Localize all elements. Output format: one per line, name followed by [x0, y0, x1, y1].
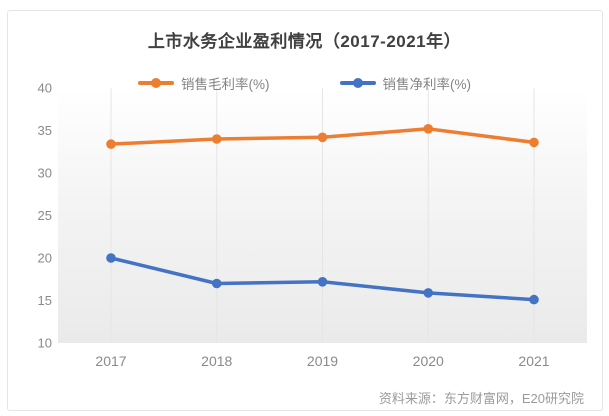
legend-item-1: 销售净利率(%)	[339, 73, 472, 93]
data-point-0-2021	[529, 137, 539, 148]
data-point-0-2018	[211, 134, 222, 144]
legend-dot-icon	[352, 78, 363, 88]
data-point-1-2020	[423, 288, 434, 298]
x-axis-tick-2021: 2021	[518, 353, 549, 369]
data-point-1-2017	[106, 253, 116, 263]
chart-title: 上市水务企业盈利情况（2017-2021年）	[147, 32, 462, 51]
legend-label: 销售毛利率(%)	[181, 77, 270, 92]
x-axis-tick-2020: 2020	[413, 353, 444, 369]
legend-item-0: 销售毛利率(%)	[138, 73, 270, 93]
data-point-1-2018	[211, 278, 222, 289]
legend-line-marker-icon	[339, 78, 376, 88]
y-axis-tick-35: 35	[38, 123, 52, 138]
y-axis-tick-25: 25	[38, 208, 52, 223]
data-point-0-2019	[317, 132, 328, 143]
y-axis-tick-30: 30	[38, 166, 52, 181]
legend-dot-icon	[151, 78, 161, 88]
x-axis-tick-2019: 2019	[307, 353, 338, 369]
x-axis-tick-2017: 2017	[95, 353, 126, 369]
source-note: 资料来源：东方财富网，E20研究院	[378, 391, 584, 406]
legend-label: 销售净利率(%)	[382, 77, 472, 92]
legend-line-marker-icon	[138, 78, 174, 88]
data-point-1-2019	[317, 277, 328, 287]
y-axis-tick-40: 40	[38, 81, 52, 96]
y-axis-tick-10: 10	[38, 336, 52, 351]
y-axis-tick-15: 15	[38, 293, 52, 308]
data-point-1-2021	[529, 294, 539, 305]
chart-legend: 销售毛利率(%) 销售净利率(%)	[0, 73, 609, 93]
data-point-0-2020	[423, 124, 434, 134]
data-point-0-2017	[106, 139, 116, 149]
x-axis-tick-2018: 2018	[201, 353, 232, 369]
y-axis-tick-20: 20	[38, 251, 52, 266]
